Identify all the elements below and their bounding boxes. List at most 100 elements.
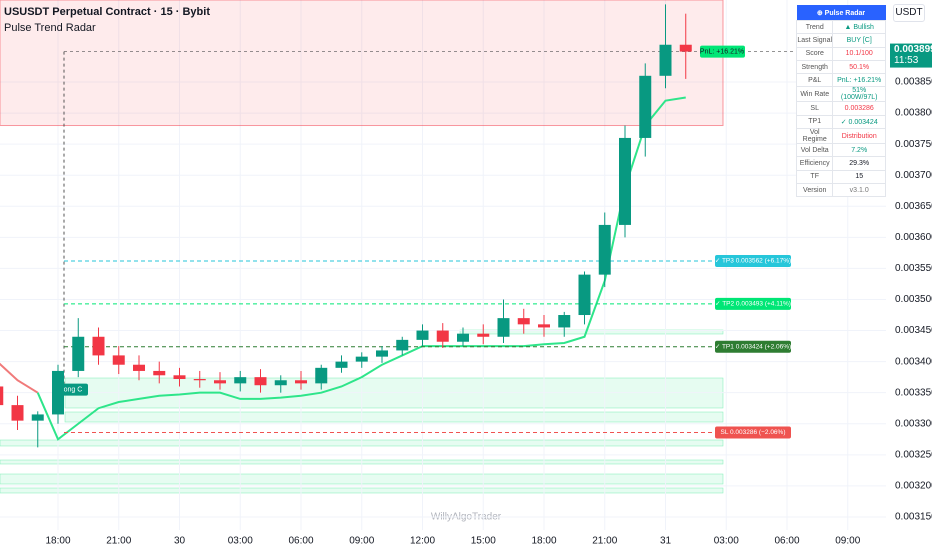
candle-body	[598, 224, 611, 275]
candle-body	[659, 44, 672, 76]
row-label: Vol Delta	[795, 143, 834, 158]
radar-table: ⊕ Pulse Radar Trend ▲ Bullish Last Signal B…	[795, 5, 886, 198]
row-value: 7.2%	[832, 143, 886, 158]
candle-body	[112, 355, 125, 365]
candle-body	[558, 315, 571, 328]
row-label: TP1	[795, 114, 834, 130]
candle-body	[355, 356, 368, 362]
resistance-zone	[0, 0, 724, 127]
row-label: Score	[795, 46, 834, 61]
countdown: 11:53	[894, 55, 919, 66]
table-title: ⊕ Pulse Radar	[796, 5, 886, 21]
table-row: Vol Regime Distribution	[795, 128, 886, 145]
candle-body	[436, 330, 449, 342]
row-label: TF	[795, 169, 834, 184]
table-row: Efficiency 29.3%	[795, 156, 886, 171]
row-label: Version	[795, 182, 834, 198]
x-tick-label: 18:00	[45, 536, 70, 547]
table-row: Win Rate 51% (100W/97L)	[795, 86, 886, 103]
level-tag	[715, 254, 791, 267]
table-row: Strength 50.1%	[795, 59, 886, 75]
candle-body	[92, 336, 105, 356]
candle-body	[0, 386, 4, 406]
row-label: Last Signal	[795, 33, 834, 48]
pnl-tag	[700, 45, 745, 58]
level-label: ✓ TP1 0.003424 (+2.06%)	[715, 343, 791, 350]
row-value: Distribution	[832, 128, 886, 145]
table-row: Trend ▲ Bullish	[795, 19, 886, 35]
level-label: SL 0.003286 (−2.06%)	[721, 429, 786, 436]
table-row: Last Signal BUY [C]	[795, 33, 886, 48]
candle-body	[315, 367, 328, 384]
x-tick-label: 09:00	[349, 536, 374, 547]
candle-body	[72, 336, 85, 371]
candle-body	[214, 380, 226, 384]
row-label: Strength	[795, 59, 834, 75]
candle-body	[52, 370, 64, 415]
candle-body	[679, 44, 692, 52]
candle-body	[497, 318, 510, 337]
trail-line	[36, 96, 686, 441]
x-tick-label: 09:00	[835, 536, 860, 547]
table-row: TP1 ✓ 0.003424	[795, 114, 886, 130]
candle-body	[619, 137, 631, 225]
header: USUSDT Perpetual Contract · 15 · Bybit P…	[4, 4, 210, 36]
price-tag	[890, 43, 932, 68]
candle-body	[457, 333, 469, 342]
row-value: BUY [C]	[832, 33, 886, 48]
candle-body	[193, 379, 206, 381]
level-tag	[715, 426, 791, 439]
price-axis-bg	[886, 0, 932, 550]
candle-body	[416, 330, 429, 340]
row-value: ✓ 0.003424	[832, 114, 886, 130]
pnl-label: PnL: +16.21%	[700, 48, 744, 55]
price-tag-label: 0.003899	[894, 44, 932, 55]
x-tick-label: 03:00	[714, 536, 739, 547]
candle-body	[234, 377, 247, 384]
level-tag	[715, 297, 791, 310]
x-tick-label: 03:00	[228, 536, 253, 547]
x-tick-label: 06:00	[774, 536, 799, 547]
x-tick-label: 06:00	[288, 536, 313, 547]
candle-body	[31, 414, 44, 421]
symbol: USUSDT Perpetual Contract · 15 · Bybit	[4, 6, 210, 18]
row-value: 15	[832, 169, 886, 184]
table-row: P&L PnL: +16.21%	[795, 73, 886, 88]
trail-line	[0, 362, 39, 394]
row-label: Win Rate	[795, 86, 834, 103]
candle-body	[133, 364, 145, 371]
candle-body	[295, 380, 307, 384]
row-value: 51% (100W/97L)	[832, 86, 886, 103]
candle-body	[153, 370, 166, 376]
x-tick-label: 21:00	[106, 536, 131, 547]
row-value: PnL: +16.21%	[832, 73, 886, 88]
row-value: ▲ Bullish	[832, 19, 886, 35]
y-tick-label: 0.003150	[895, 512, 932, 523]
candle-body	[477, 333, 490, 337]
level-tag	[715, 340, 791, 353]
row-label: Efficiency	[795, 156, 834, 171]
currency[interactable]: USDT	[893, 4, 925, 22]
table-row: Score 10.1/100	[795, 46, 886, 61]
x-tick-label: 31	[660, 536, 672, 547]
candle-body	[639, 75, 652, 138]
entry-label: Long C	[60, 386, 83, 393]
table-row: Version v3.1.0	[795, 182, 886, 198]
candle-body	[274, 380, 287, 386]
candle-body	[517, 318, 530, 325]
candle-body	[578, 274, 591, 316]
